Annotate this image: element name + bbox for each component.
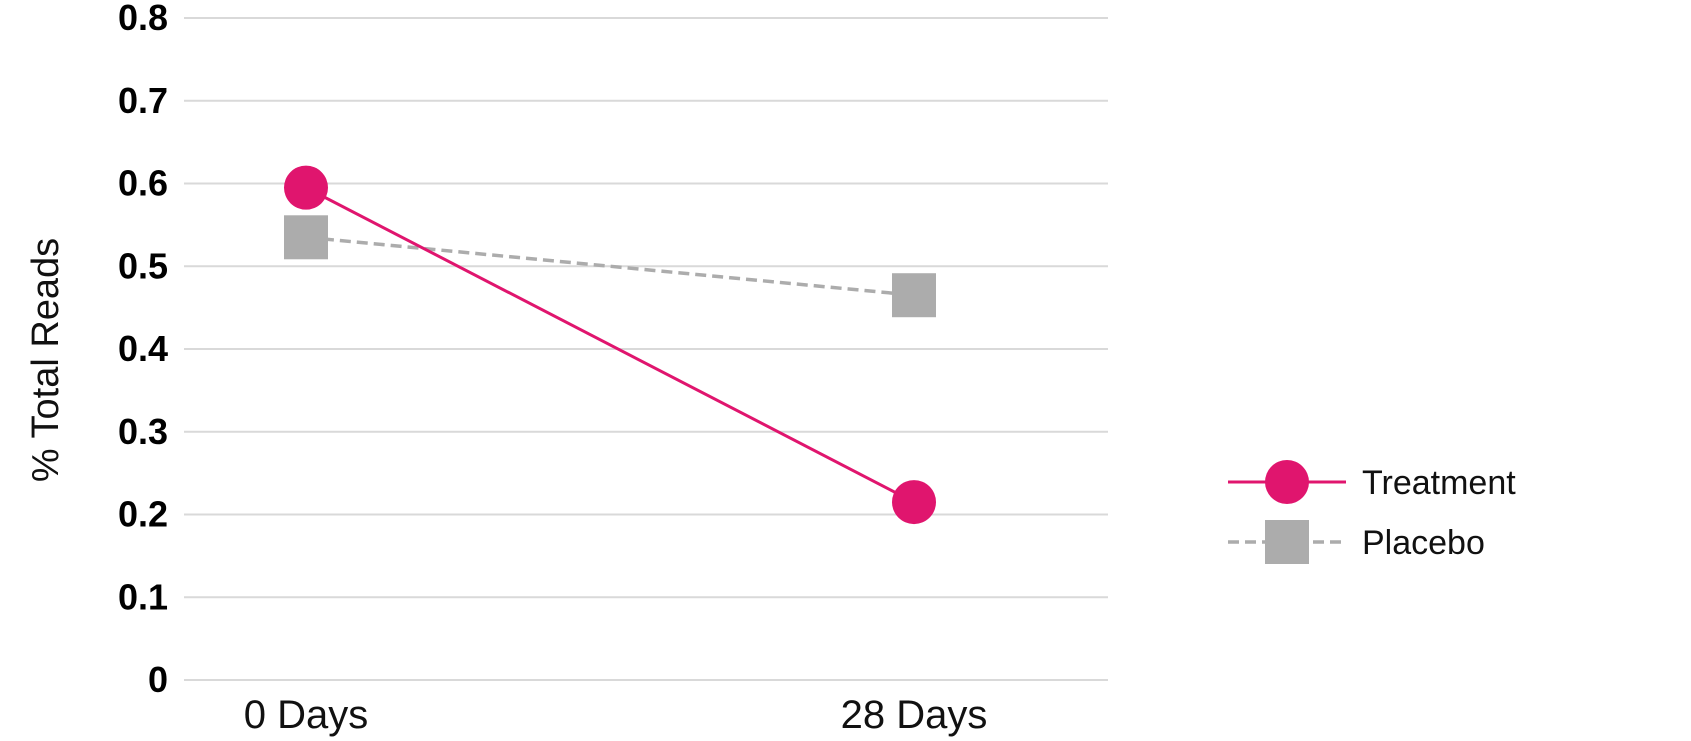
- y-tick-label: 0.7: [118, 80, 168, 121]
- y-tick-label: 0: [148, 659, 168, 700]
- series-layer: [284, 165, 936, 525]
- data-point-treatment: [284, 165, 328, 210]
- y-tick-label: 0.4: [118, 328, 168, 369]
- x-tick-label: 28 Days: [841, 693, 988, 737]
- x-tick-label: 0 Days: [244, 693, 369, 737]
- y-tick-label: 0.1: [118, 576, 168, 617]
- y-tick-label: 0.5: [118, 245, 168, 286]
- data-point-placebo: [892, 273, 936, 318]
- grid-lines: [184, 17, 1108, 681]
- y-tick-label: 0.8: [118, 0, 168, 38]
- y-tick-label: 0.6: [118, 163, 168, 204]
- series-line-treatment: [305, 186, 915, 504]
- legend-marker-treatment: [1265, 460, 1309, 504]
- legend-marker-placebo: [1265, 520, 1309, 564]
- x-axis-ticks: 0 Days 28 Days: [244, 693, 988, 737]
- data-point-treatment: [892, 480, 936, 525]
- y-tick-label: 0.2: [118, 494, 168, 535]
- legend-label-treatment: Treatment: [1362, 464, 1516, 502]
- y-axis-ticks: 0 0.1 0.2 0.3 0.4 0.5 0.6 0.7 0.8: [118, 0, 168, 700]
- legend-label-placebo: Placebo: [1362, 524, 1485, 562]
- data-point-placebo: [284, 215, 328, 260]
- y-tick-label: 0.3: [118, 411, 168, 452]
- legend: Treatment Placebo: [1228, 460, 1516, 564]
- y-axis-title: % Total Reads: [25, 238, 67, 482]
